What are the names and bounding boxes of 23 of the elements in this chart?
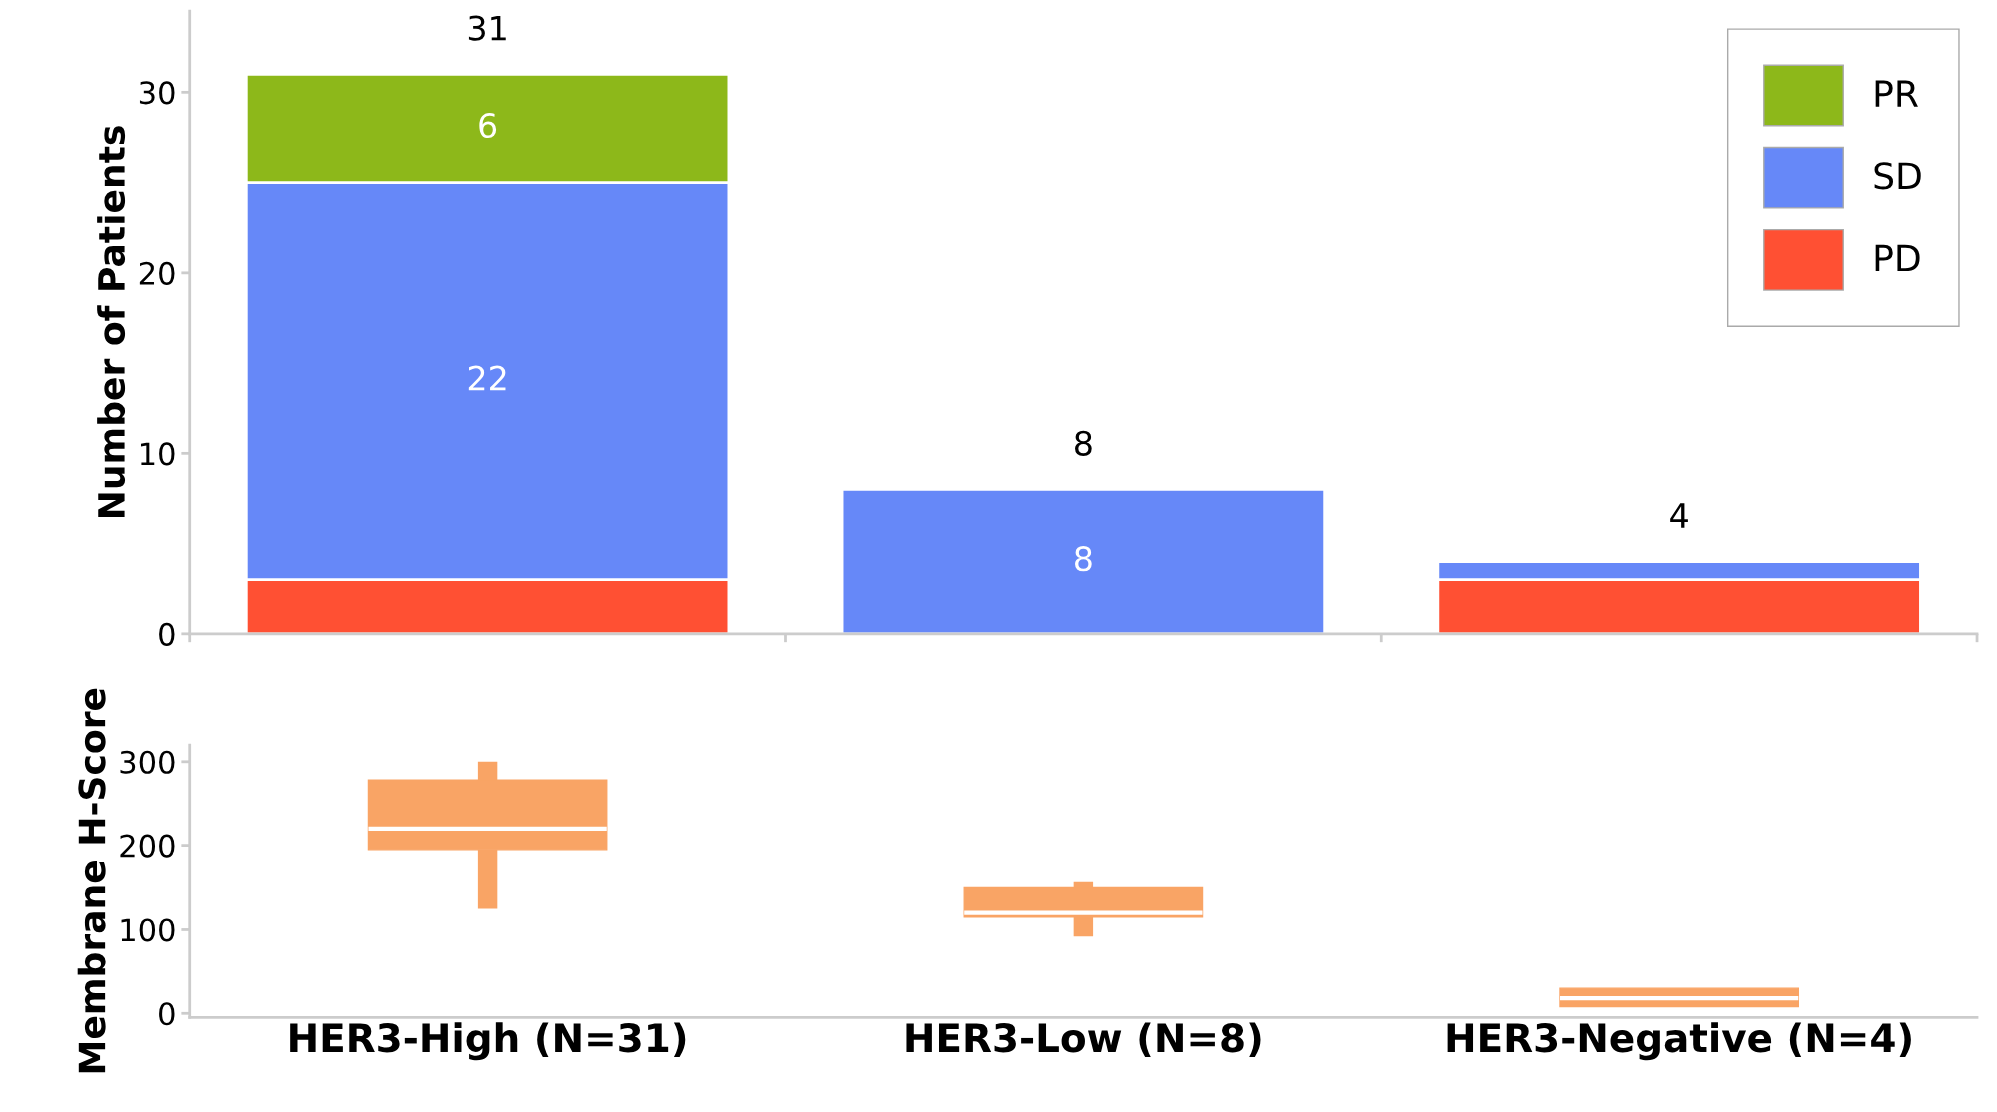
y-tick-label: 100 [121,918,175,942]
x-tick-label: HER3-High (N=31) [290,1022,686,1061]
legend-label: PR [1875,80,1918,107]
y-tick-label: 300 [120,750,175,774]
y-axis-title: Number of Patients [97,126,126,518]
y-axis-title: Membrane H-Score [77,688,106,1073]
y-tick-label: 0 [159,622,175,646]
x-tick-label: HER3-Negative (N=4) [1447,1022,1911,1061]
y-tick-label: 30 [139,81,175,105]
total-label: 31 [468,15,506,41]
data-label: 8 [1075,546,1092,572]
data-label: 6 [479,112,497,139]
y-tick-label: 0 [159,1002,175,1026]
legend-label: SD [1874,162,1921,190]
total-label: 4 [1670,503,1688,528]
legend-label: PD [1875,244,1920,272]
y-tick-label: 20 [139,261,175,285]
bar [840,488,1327,634]
total-label: 8 [1075,430,1092,456]
data-label: 22 [468,365,506,391]
x-tick-label: HER3-Low (N=8) [906,1022,1261,1058]
y-tick-label: 10 [140,442,175,466]
y-tick-label: 200 [120,834,175,858]
